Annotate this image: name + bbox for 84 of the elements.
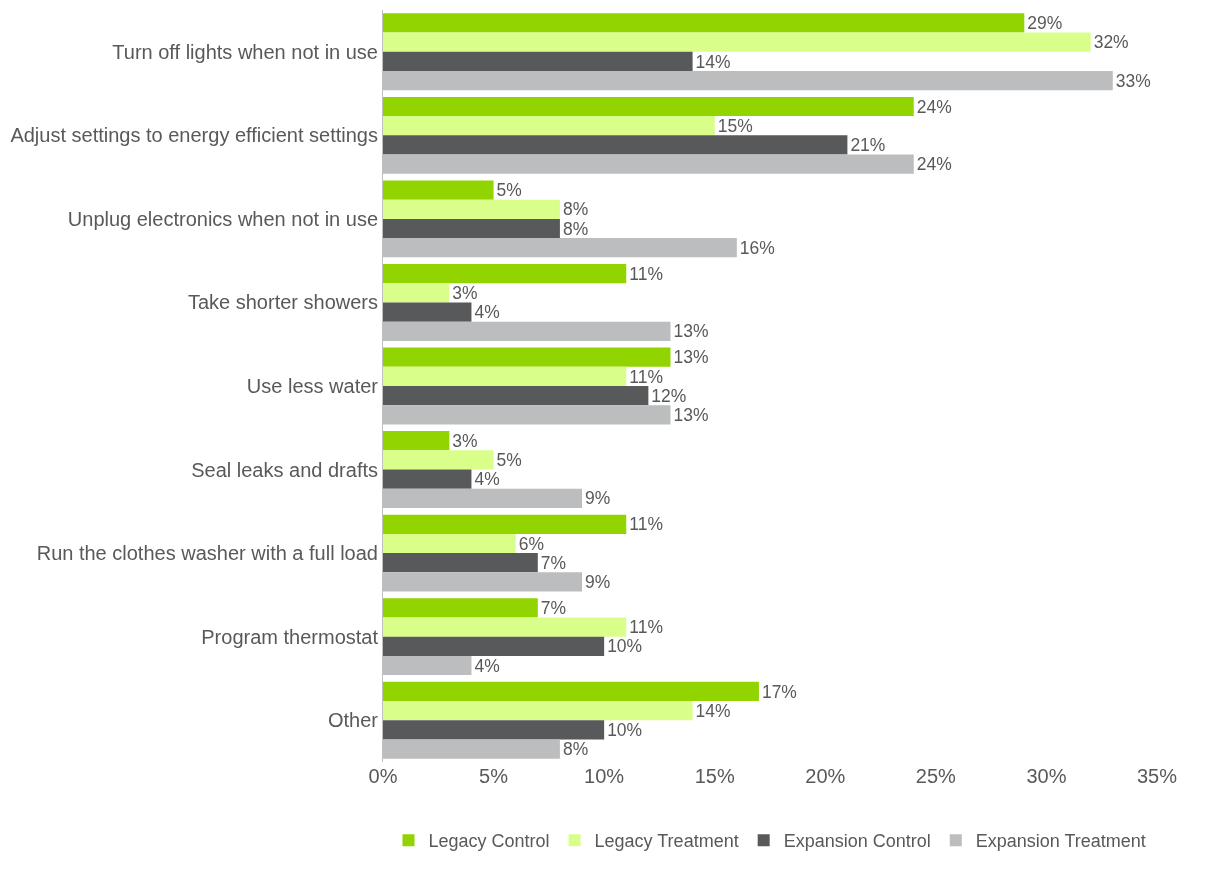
data-label: 14% bbox=[695, 51, 731, 72]
bar bbox=[383, 701, 693, 721]
bar bbox=[383, 32, 1091, 52]
y-tick-label: Other bbox=[327, 709, 379, 732]
data-label: 14% bbox=[695, 700, 731, 721]
data-label: 7% bbox=[540, 597, 567, 618]
data-label: 7% bbox=[540, 552, 567, 573]
bar bbox=[383, 514, 627, 534]
data-label: 24% bbox=[916, 96, 952, 117]
bar bbox=[383, 469, 472, 489]
data-label: 4% bbox=[474, 655, 500, 676]
bar bbox=[383, 553, 538, 573]
legend-label: Legacy Treatment bbox=[594, 831, 739, 852]
data-label: 10% bbox=[607, 719, 643, 740]
bar bbox=[383, 636, 605, 656]
bar bbox=[383, 450, 494, 470]
bar bbox=[383, 135, 848, 155]
data-label: 33% bbox=[1115, 70, 1151, 91]
data-label: 17% bbox=[761, 681, 797, 702]
bar bbox=[383, 218, 560, 239]
bar bbox=[383, 347, 671, 367]
bar bbox=[383, 302, 472, 322]
bar bbox=[383, 431, 450, 451]
data-label: 21% bbox=[850, 135, 886, 156]
bar bbox=[383, 51, 693, 71]
data-label: 10% bbox=[607, 636, 643, 657]
x-tick-label: 30% bbox=[1026, 765, 1067, 787]
y-tick-label: Use less water bbox=[246, 375, 379, 397]
x-tick-label: 25% bbox=[915, 765, 957, 787]
x-tick-label: 20% bbox=[805, 765, 846, 787]
y-tick-label: Turn off lights when not in use bbox=[112, 40, 378, 63]
y-tick-label: Run the clothes washer with a full load bbox=[36, 542, 378, 565]
data-label: 24% bbox=[916, 154, 952, 175]
bar bbox=[383, 180, 494, 200]
bar bbox=[383, 116, 715, 136]
bar bbox=[383, 283, 450, 303]
bar bbox=[383, 617, 627, 637]
x-tick-label: 15% bbox=[694, 765, 735, 787]
data-label: 9% bbox=[585, 572, 611, 593]
data-label: 11% bbox=[629, 366, 663, 387]
x-tick-label: 0% bbox=[368, 765, 398, 787]
data-label: 3% bbox=[452, 430, 478, 451]
data-label: 29% bbox=[1027, 13, 1063, 34]
data-label: 13% bbox=[673, 347, 709, 368]
bar bbox=[383, 264, 627, 284]
data-label: 9% bbox=[585, 488, 611, 509]
legend-label: Expansion Control bbox=[783, 831, 931, 852]
data-label: 11% bbox=[629, 617, 663, 638]
data-label: 4% bbox=[474, 469, 500, 490]
data-label: 5% bbox=[496, 180, 522, 201]
x-tick-label: 35% bbox=[1136, 765, 1178, 787]
x-tick-label: 5% bbox=[479, 765, 509, 787]
data-label: 12% bbox=[651, 385, 687, 406]
bar bbox=[383, 386, 649, 406]
bar bbox=[383, 199, 560, 219]
bar bbox=[383, 96, 914, 117]
data-label: 32% bbox=[1093, 32, 1129, 53]
y-tick-label: Adjust settings to energy efficient settings bbox=[10, 124, 378, 147]
bar bbox=[383, 13, 1025, 33]
bar bbox=[383, 598, 538, 618]
data-label: 13% bbox=[673, 321, 709, 342]
data-label: 5% bbox=[496, 450, 522, 471]
data-label: 8% bbox=[562, 739, 589, 760]
bar bbox=[383, 366, 627, 386]
y-tick-label: Take shorter showers bbox=[187, 291, 378, 314]
bar bbox=[383, 681, 759, 701]
legend-label: Expansion Treatment bbox=[975, 831, 1146, 852]
data-label: 15% bbox=[717, 115, 753, 136]
legend-label: Legacy Control bbox=[428, 831, 550, 852]
y-tick-label: Program thermostat bbox=[201, 625, 379, 648]
data-label: 8% bbox=[562, 218, 589, 239]
x-tick-label: 10% bbox=[584, 765, 625, 787]
data-label: 4% bbox=[474, 302, 500, 323]
data-label: 11% bbox=[629, 514, 663, 535]
y-tick-label: Seal leaks and drafts bbox=[191, 458, 378, 481]
bar bbox=[383, 533, 516, 554]
y-tick-label: Unplug electronics when not in use bbox=[67, 207, 378, 230]
data-label: 13% bbox=[673, 404, 709, 425]
data-label: 16% bbox=[739, 237, 775, 258]
data-label: 3% bbox=[452, 282, 478, 303]
bar bbox=[383, 720, 605, 740]
data-label: 11% bbox=[629, 263, 663, 284]
data-label: 8% bbox=[562, 199, 589, 220]
data-label: 6% bbox=[518, 533, 544, 554]
